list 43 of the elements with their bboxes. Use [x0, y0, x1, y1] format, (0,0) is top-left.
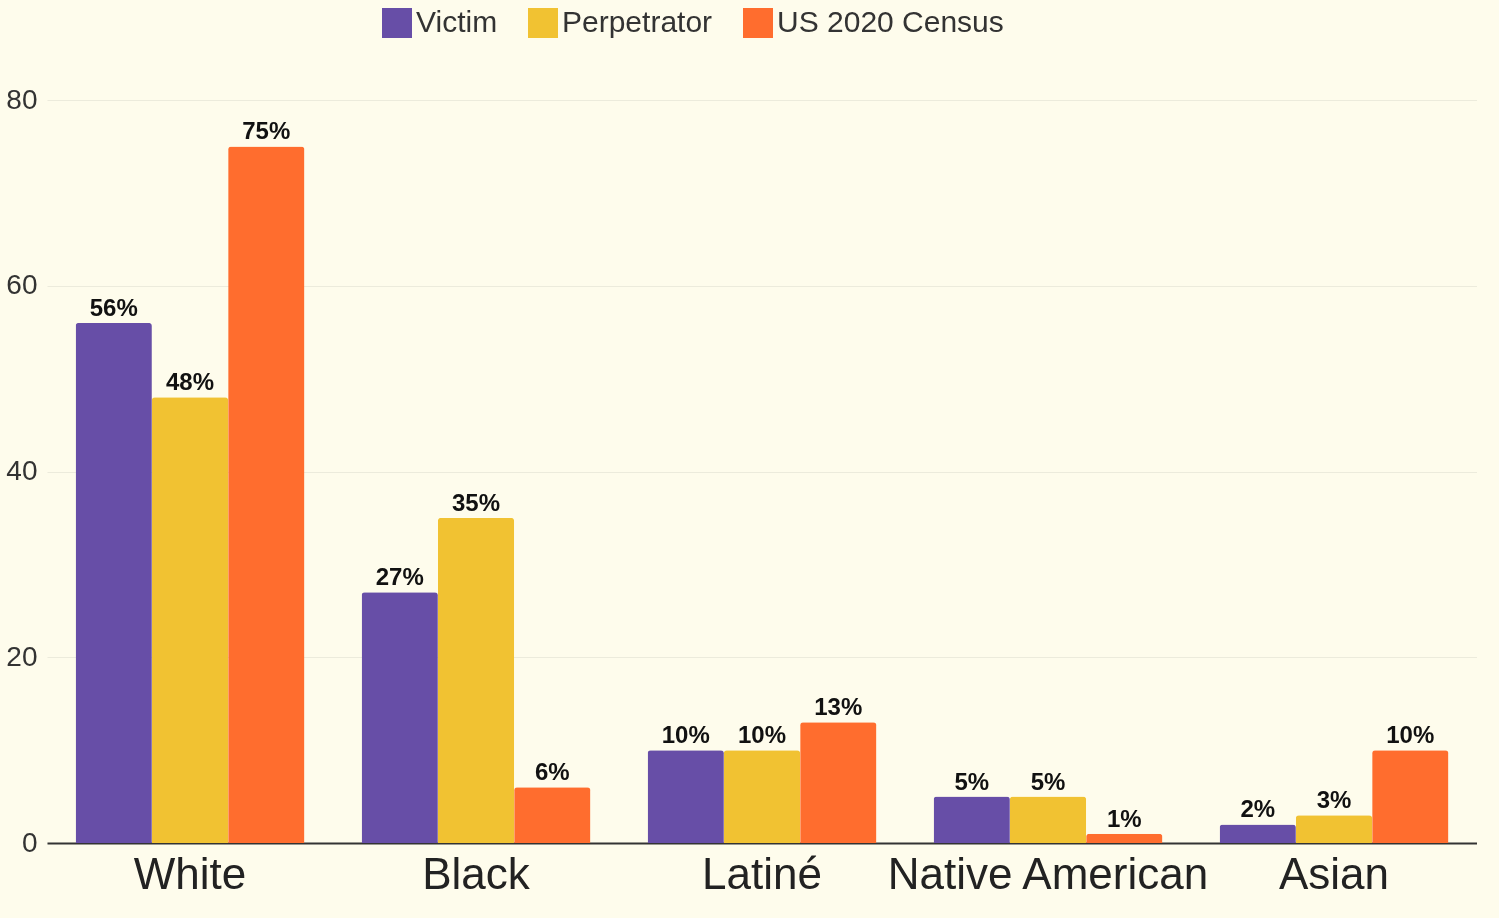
- bar: [1009, 796, 1087, 843]
- bar: [151, 397, 229, 843]
- bar: [514, 787, 591, 843]
- data-label: 75%: [242, 117, 291, 145]
- data-label: 5%: [1030, 767, 1066, 795]
- bar: [933, 796, 1010, 843]
- data-label: 5%: [954, 767, 990, 795]
- data-label: 56%: [89, 293, 138, 321]
- data-label: 10%: [1386, 721, 1435, 749]
- bar: [437, 517, 515, 843]
- data-label: 35%: [451, 488, 501, 516]
- bar: [1295, 815, 1373, 843]
- data-label: 48%: [165, 368, 215, 396]
- x-tick-label: Latiné: [702, 848, 822, 898]
- x-tick-label: Native American: [887, 848, 1209, 898]
- bar: [75, 322, 152, 843]
- bar: [1219, 824, 1296, 843]
- x-tick-label: Asian: [1278, 848, 1390, 898]
- data-label: 27%: [375, 563, 424, 591]
- data-label: 10%: [661, 721, 710, 749]
- data-label: 3%: [1316, 786, 1352, 814]
- bar: [361, 592, 438, 843]
- data-label: 13%: [814, 693, 863, 721]
- bar: [723, 750, 801, 843]
- x-tick-label: White: [133, 848, 247, 898]
- bar: [800, 722, 877, 843]
- y-tick-label: 60: [6, 269, 38, 301]
- bar: [647, 750, 724, 843]
- bar: [1086, 833, 1163, 843]
- legend-label: Perpetrator: [562, 5, 713, 38]
- y-tick-label: 0: [21, 826, 38, 858]
- data-label: 2%: [1240, 795, 1276, 823]
- bar: [1372, 750, 1449, 843]
- bar: [228, 146, 305, 843]
- data-label: 1%: [1106, 804, 1142, 832]
- legend-label: Victim: [416, 5, 498, 38]
- y-tick-label: 20: [6, 640, 38, 672]
- x-tick-label: Black: [422, 848, 531, 898]
- data-label: 10%: [737, 721, 787, 749]
- y-tick-label: 80: [6, 83, 38, 115]
- legend-label: US 2020 Census: [777, 5, 1004, 38]
- y-tick-label: 40: [6, 455, 38, 486]
- data-label: 6%: [534, 758, 570, 786]
